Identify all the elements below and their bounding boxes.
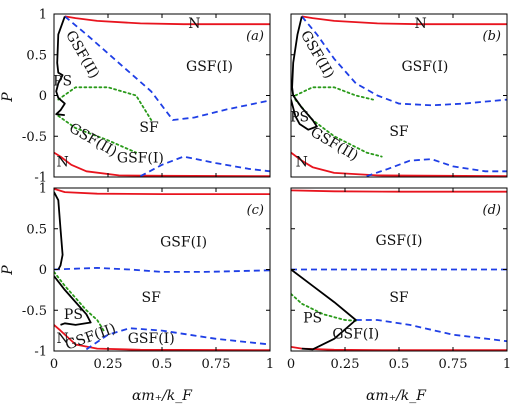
y-tick-label: 0 xyxy=(39,89,47,104)
x-tick-label: 0.25 xyxy=(331,357,360,372)
x-tick-label: 1 xyxy=(503,357,511,372)
series-line-black-6 xyxy=(54,275,92,326)
series-line-blue-3 xyxy=(85,327,270,351)
region-label: PS xyxy=(53,74,72,90)
series-group xyxy=(291,189,507,351)
region-label: N xyxy=(296,154,308,170)
y-axis-label-top: P xyxy=(0,92,16,103)
region-label: PS xyxy=(303,310,322,326)
series-line-red-1 xyxy=(291,151,507,177)
y-tick-label: -1 xyxy=(34,345,47,360)
x-tick-label: 0.25 xyxy=(94,357,123,372)
region-label: GSF(I) xyxy=(160,235,207,251)
series-line-black-6 xyxy=(55,16,66,116)
series-line-black-6 xyxy=(291,16,318,131)
region-label: SF xyxy=(139,120,159,136)
x-tick-label: 0 xyxy=(50,357,58,372)
y-tick-label: 0.5 xyxy=(26,48,47,63)
y-axis-label-bottom: P xyxy=(0,265,16,276)
series-line-green-4 xyxy=(294,86,374,101)
region-label: GSF(II) xyxy=(297,28,337,81)
y-tick-label: -0.5 xyxy=(22,130,47,145)
region-label: PS xyxy=(64,307,83,323)
series-line-black-5 xyxy=(54,191,64,270)
region-label: SF xyxy=(142,290,162,306)
series-group xyxy=(54,15,270,177)
series-line-black-5 xyxy=(291,268,357,351)
region-label: N xyxy=(188,16,200,32)
panel-tag: (d) xyxy=(483,203,501,218)
y-tick-label: -1 xyxy=(34,171,47,186)
region-label: GSF(I) xyxy=(117,150,164,166)
series-group xyxy=(54,188,270,351)
region-label: GSF(I) xyxy=(128,331,175,347)
y-tick-label: 1 xyxy=(39,8,47,23)
region-label: GSF(I) xyxy=(401,59,448,75)
region-label: SF xyxy=(389,290,409,306)
panels: 10.50-0.5-1NGSF(I)GSF(II)PSSFGSF(II)GSF(… xyxy=(22,8,511,373)
series-line-blue-2 xyxy=(54,267,270,273)
region-label: SF xyxy=(389,124,409,140)
series-line-red-1 xyxy=(291,346,507,351)
series-line-red-0 xyxy=(54,188,270,195)
series-line-blue-3 xyxy=(139,155,270,177)
series-group xyxy=(291,15,507,177)
y-tick-label: 0 xyxy=(39,263,47,278)
series-line-green-5 xyxy=(57,115,137,154)
x-axis-label-left: αm₊/k_F xyxy=(132,388,193,404)
series-line-red-0 xyxy=(64,15,270,26)
x-tick-label: 0.75 xyxy=(439,357,468,372)
plot-frame xyxy=(290,13,508,178)
panel-tag: (b) xyxy=(483,29,501,44)
x-tick-label: 0.75 xyxy=(202,357,231,372)
x-axis-label-right: αm₊/k_F xyxy=(366,388,427,404)
region-label: N xyxy=(57,154,69,170)
series-line-green-4 xyxy=(291,293,357,322)
panel-d: 0 0.25 0.5 0.75 1 GSF(I) SF PS GSF(I) (d) xyxy=(287,187,511,372)
y-tick-label: 0.5 xyxy=(26,222,47,237)
region-label: N xyxy=(414,16,426,32)
series-line-blue-3 xyxy=(366,158,507,177)
panel-a: 10.50-0.5-1NGSF(I)GSF(II)PSSFGSF(II)GSF(… xyxy=(22,8,271,186)
series-line-green-4 xyxy=(54,271,105,332)
region-label: PS xyxy=(290,110,309,126)
series-line-red-0 xyxy=(301,15,507,26)
series-line-blue-2 xyxy=(301,15,507,107)
panel-c: 0 0.25 0.5 0.75 110.50-0.5-1GSF(I)SFPSGSF(II… xyxy=(22,182,274,373)
region-label: N xyxy=(57,331,69,347)
x-tick-label: 0 xyxy=(287,357,295,372)
x-tick-label: 0.5 xyxy=(152,357,173,372)
panel-tag: (c) xyxy=(247,203,264,218)
series-line-blue-3 xyxy=(355,319,507,343)
region-label: GSF(II) xyxy=(66,120,119,160)
series-line-green-4 xyxy=(57,86,153,121)
x-tick-label: 0.5 xyxy=(389,357,410,372)
y-tick-label: -0.5 xyxy=(22,304,47,319)
series-line-blue-2 xyxy=(64,15,270,121)
panel-tag: (a) xyxy=(246,29,264,44)
region-label: GSF(I) xyxy=(332,327,379,343)
x-tick-label: 1 xyxy=(266,357,274,372)
plot-frame xyxy=(53,187,271,352)
region-label: GSF(II) xyxy=(307,124,360,164)
region-label: GSF(I) xyxy=(376,233,423,249)
y-tick-label: 1 xyxy=(39,182,47,197)
region-label: GSF(I) xyxy=(186,59,233,75)
